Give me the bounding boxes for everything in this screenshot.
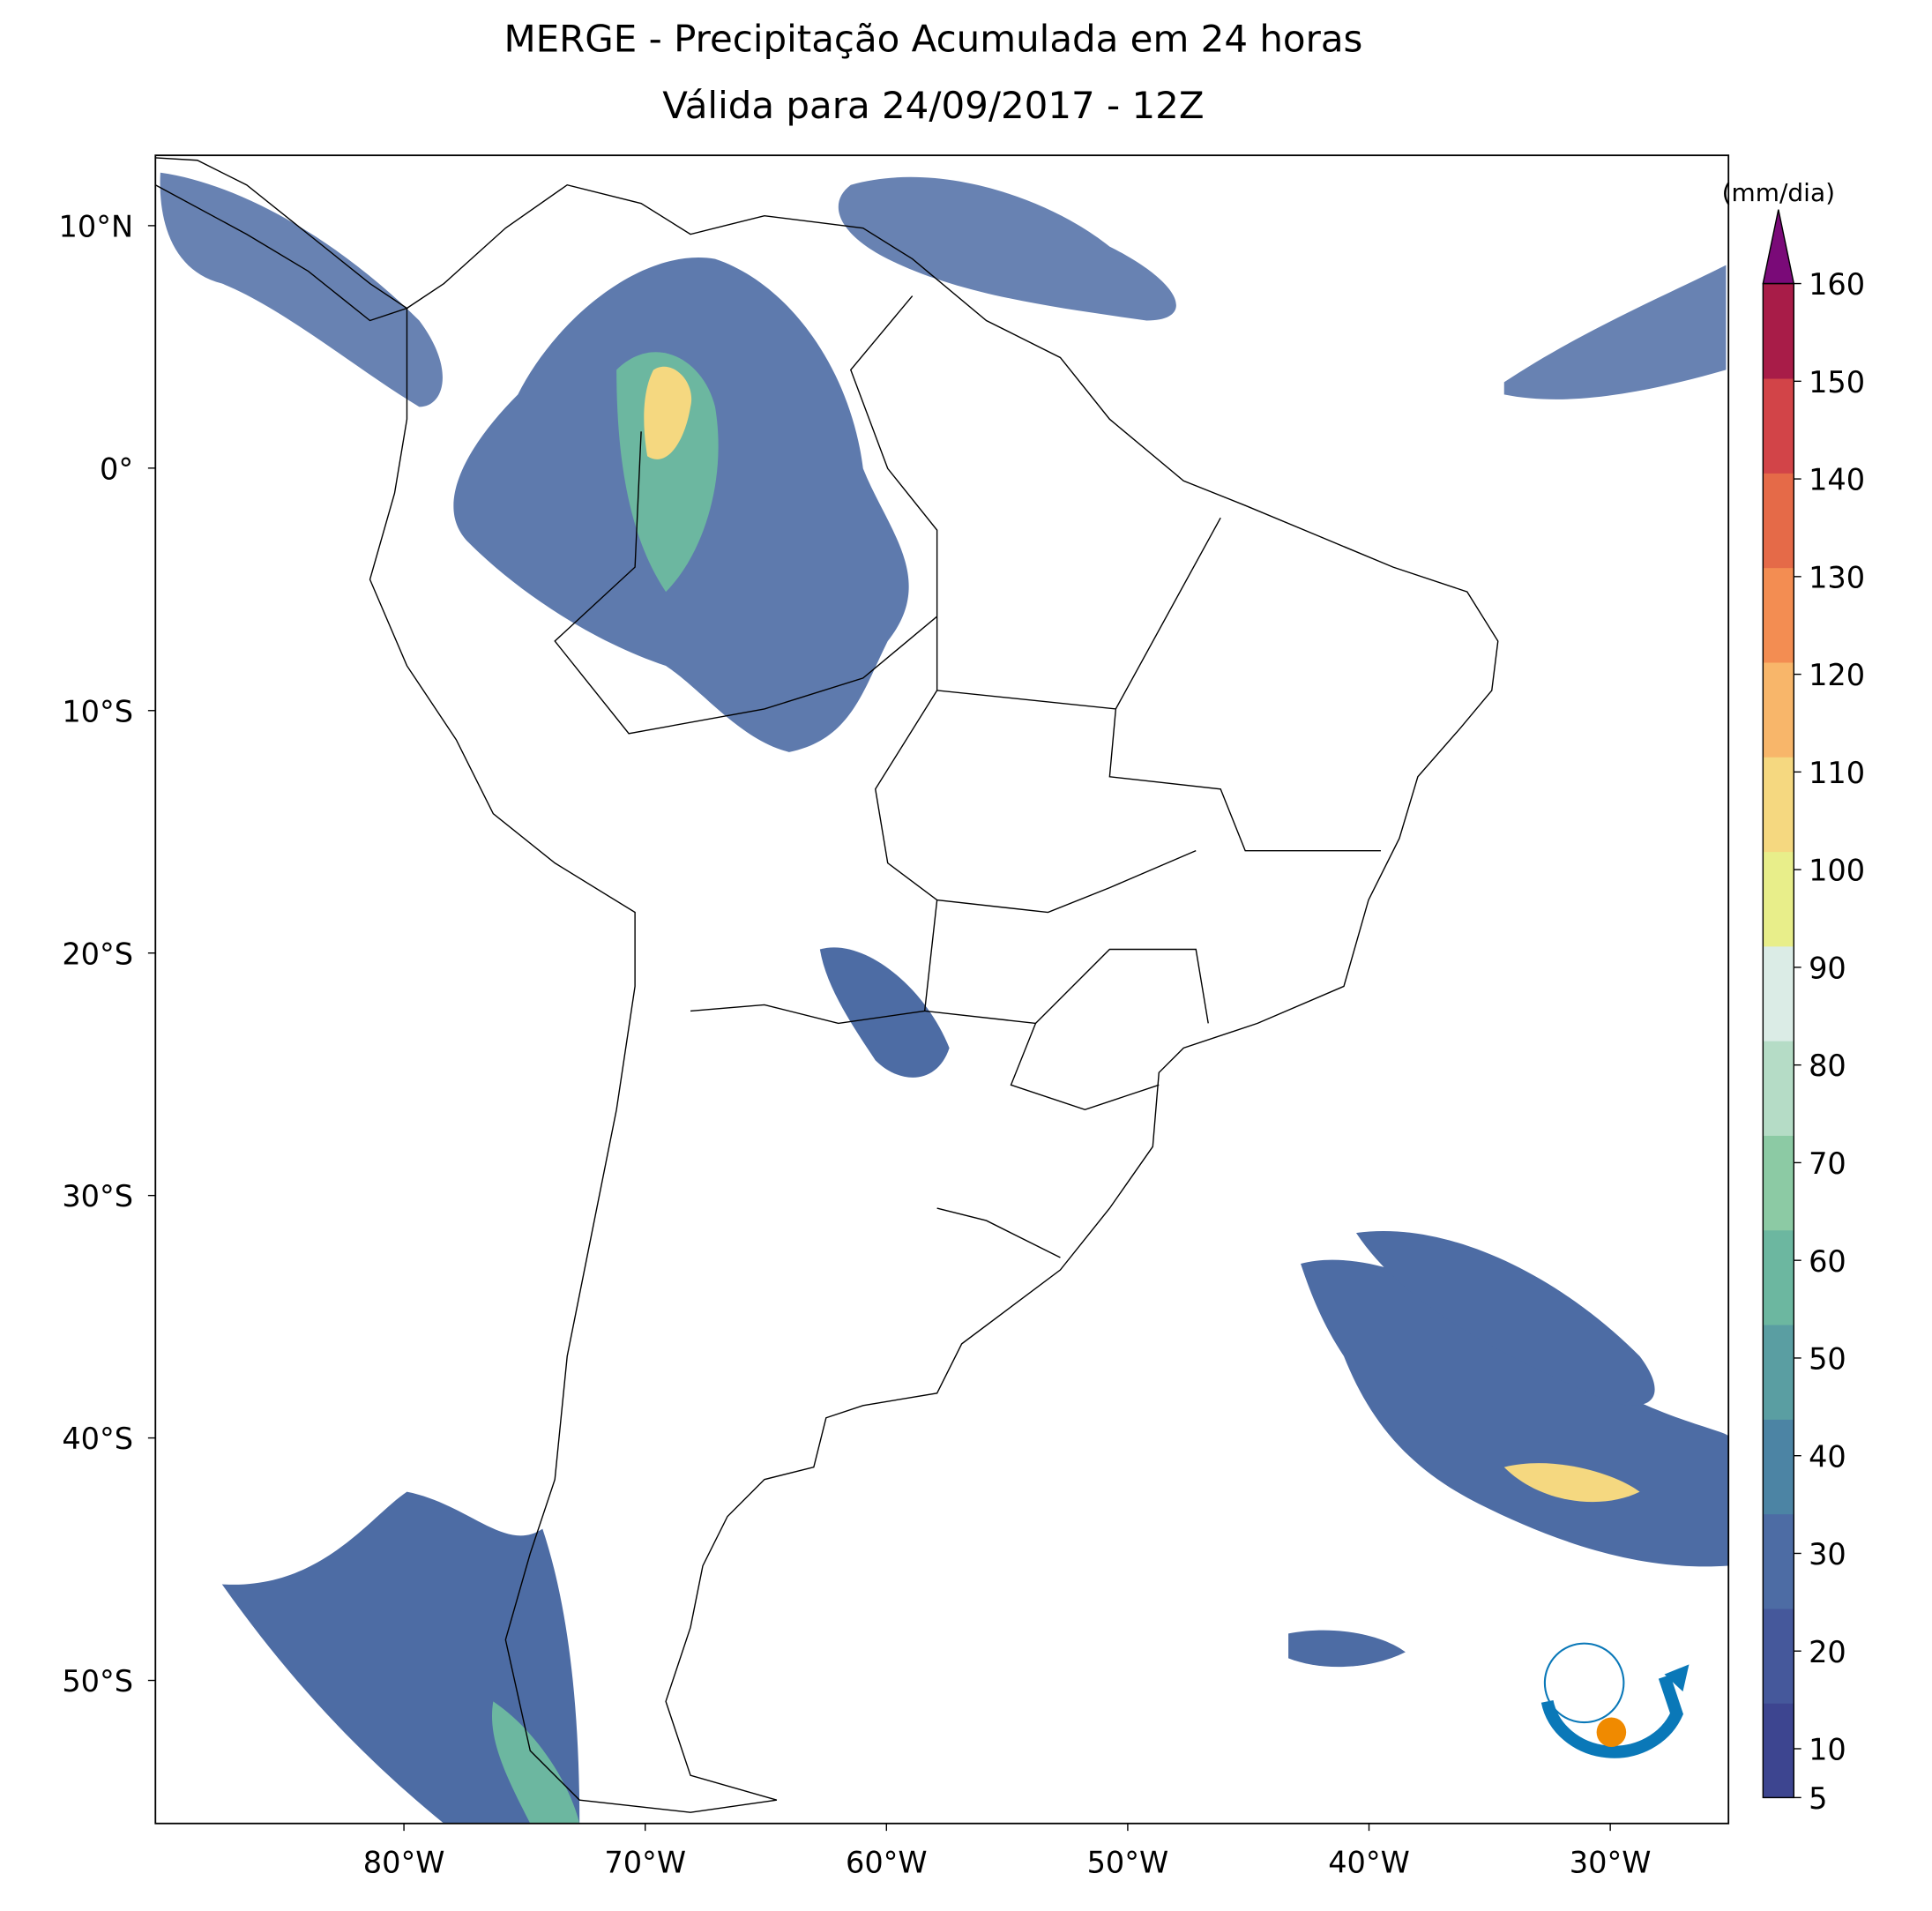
x-tick-label: 50°W bbox=[1087, 1846, 1169, 1880]
colorbar-band bbox=[1763, 1229, 1794, 1325]
colorbar-tick-label: 70 bbox=[1809, 1146, 1846, 1181]
colorbar-tick-label: 30 bbox=[1809, 1537, 1846, 1571]
colorbar-band bbox=[1763, 945, 1794, 1041]
x-tick-label: 60°W bbox=[846, 1846, 928, 1880]
y-tick-label: 10°N bbox=[59, 209, 134, 243]
colorbar-tick-label: 10 bbox=[1809, 1733, 1846, 1767]
colorbar-band bbox=[1763, 1324, 1794, 1420]
colorbar-tick-label: 100 bbox=[1809, 854, 1865, 888]
x-tick-label: 40°W bbox=[1328, 1846, 1410, 1880]
colorbar-extend bbox=[1762, 209, 1795, 285]
y-tick-label: 30°S bbox=[62, 1179, 133, 1213]
precipitation-fields bbox=[160, 172, 1729, 1824]
colorbar-unit: (mm/dia) bbox=[1722, 178, 1835, 207]
colorbar-band bbox=[1763, 283, 1794, 379]
colorbar-frame bbox=[1762, 282, 1794, 1799]
colorbar-band bbox=[1763, 851, 1794, 947]
colorbar-band bbox=[1763, 1419, 1794, 1515]
colorbar-tick-label: 110 bbox=[1809, 756, 1865, 790]
colorbar-tick-label: 5 bbox=[1809, 1781, 1827, 1816]
colorbar-tick-label: 90 bbox=[1809, 951, 1846, 985]
y-tick-label: 20°S bbox=[62, 937, 133, 971]
colorbar-tick-label: 60 bbox=[1809, 1244, 1846, 1279]
y-tick-label: 50°S bbox=[62, 1664, 133, 1698]
colorbar-tick-label: 20 bbox=[1809, 1635, 1846, 1669]
logo bbox=[1540, 1642, 1690, 1758]
colorbar-band bbox=[1763, 1608, 1794, 1704]
coastlines bbox=[154, 157, 1499, 1813]
y-tick-label: 10°S bbox=[62, 694, 133, 728]
y-tick-label: 40°S bbox=[62, 1422, 133, 1456]
x-tick-label: 70°W bbox=[604, 1846, 686, 1880]
colorbar-tick-label: 130 bbox=[1809, 560, 1865, 594]
colorbar-tick-label: 150 bbox=[1809, 365, 1865, 399]
colorbar-band bbox=[1763, 1135, 1794, 1231]
colorbar-tick-label: 40 bbox=[1809, 1439, 1846, 1474]
colorbar-band bbox=[1763, 757, 1794, 853]
x-tick-label: 30°W bbox=[1570, 1846, 1652, 1880]
colorbar-tick-label: 50 bbox=[1809, 1342, 1846, 1377]
colorbar: 5 10 20 30 40 50 60 70 80 90 100 110 120 130 140 150 160… bbox=[1722, 178, 1865, 1816]
colorbar-band bbox=[1763, 1703, 1794, 1799]
colorbar-band bbox=[1763, 473, 1794, 569]
colorbar-tick-label: 80 bbox=[1809, 1049, 1846, 1083]
colorbar-tick-label: 120 bbox=[1809, 658, 1865, 692]
colorbar-band bbox=[1763, 377, 1794, 474]
x-tick-label: 80°W bbox=[363, 1846, 445, 1880]
colorbar-band bbox=[1763, 661, 1794, 758]
axis-ticks: 80°W 70°W 60°W 50°W 40°W 30°W 10°N 0° 10°S 20°S 30… bbox=[59, 209, 1652, 1879]
y-tick-label: 0° bbox=[100, 452, 133, 486]
colorbar-band bbox=[1763, 1040, 1794, 1136]
colorbar-tick-label: 140 bbox=[1809, 463, 1865, 497]
title-line: MERGE - Precipitação Acumulada em 24 hor… bbox=[504, 18, 1363, 61]
colorbar-tick-label: 160 bbox=[1809, 267, 1865, 302]
title-line: Válida para 24/09/2017 - 12Z bbox=[662, 84, 1204, 127]
colorbar-band bbox=[1763, 567, 1794, 663]
map-frame bbox=[154, 154, 1730, 1825]
colorbar-band bbox=[1763, 1513, 1794, 1609]
